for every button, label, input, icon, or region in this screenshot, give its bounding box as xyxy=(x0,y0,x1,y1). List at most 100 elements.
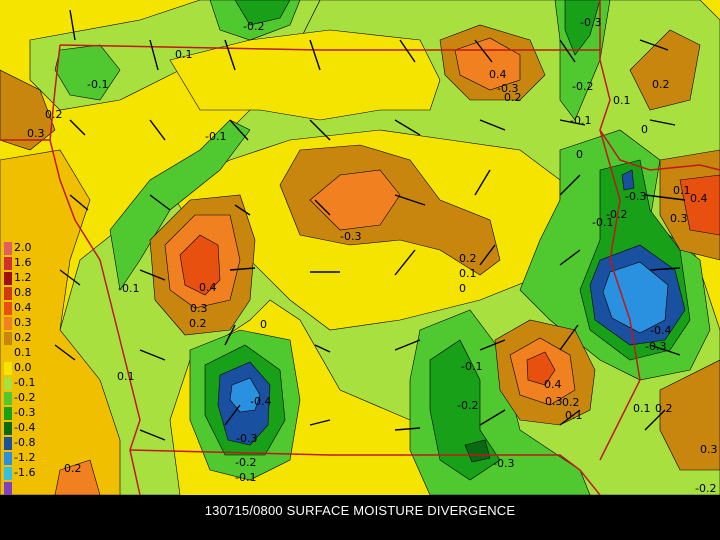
legend-label: -0.2 xyxy=(14,391,36,404)
legend-label: -1.6 xyxy=(14,466,36,479)
legend-row: 0.1 xyxy=(0,346,44,360)
blue-north-east xyxy=(621,169,635,191)
contour-label: -0.2 xyxy=(695,482,716,495)
contour-label: 0.4 xyxy=(690,192,708,205)
legend-swatch xyxy=(4,362,12,375)
legend-swatch xyxy=(4,287,12,300)
contour-label: -0.1 xyxy=(235,471,256,484)
high-south-core xyxy=(526,351,556,386)
contour-label: 0.4 xyxy=(199,281,217,294)
contour-label: -0.3 xyxy=(493,457,514,470)
contour-label: -0.3 xyxy=(497,82,518,95)
legend-swatch xyxy=(4,437,12,450)
green-diagonal-west xyxy=(109,119,251,291)
high-northeast xyxy=(629,29,701,111)
contour-label: -0.1 xyxy=(461,360,482,373)
contour-label: 0.3 xyxy=(670,212,688,225)
wind-barbs xyxy=(54,9,686,441)
legend-label: -0.8 xyxy=(14,436,36,449)
legend-row: 0.0 xyxy=(0,361,44,375)
legend-label: 0.8 xyxy=(14,286,32,299)
contour-label: 0.3 xyxy=(700,443,718,456)
contour-labels: -0.20.1-0.10.20.3 -0.10.4-0.30.2-0.2-0.30… xyxy=(27,16,718,495)
contour-label: -0.2 xyxy=(572,80,593,93)
yellow-west xyxy=(0,149,121,495)
contour-label: -0.4 xyxy=(250,395,271,408)
legend-swatch xyxy=(4,467,12,480)
contour-label: 0.2 xyxy=(189,317,207,330)
legend-label: 0.3 xyxy=(14,316,32,329)
contour-label: -0.3 xyxy=(625,190,646,203)
contour-label: 0.4 xyxy=(489,68,507,81)
legend-swatch xyxy=(4,482,12,495)
yellow-north xyxy=(169,29,441,121)
legend-label: 0.0 xyxy=(14,361,32,374)
legend-label: 0.1 xyxy=(14,346,32,359)
legend-label: 1.2 xyxy=(14,271,32,284)
legend-label: 0.2 xyxy=(14,331,32,344)
legend-row: -0.8 xyxy=(0,436,44,450)
contour-label: 0.2 xyxy=(64,462,82,475)
high-central-core xyxy=(309,169,401,231)
legend-row: -1.2 xyxy=(0,451,44,465)
legend-row: 0.3 xyxy=(0,316,44,330)
legend-swatch xyxy=(4,332,12,345)
legend-row: 1.6 xyxy=(0,256,44,270)
legend-row: 1.2 xyxy=(0,271,44,285)
contour-label: 0.2 xyxy=(45,108,63,121)
contour-label: -0.1 xyxy=(592,216,613,229)
contour-label: 0 xyxy=(576,148,583,161)
legend-swatch xyxy=(4,317,12,330)
contour-label: 0.2 xyxy=(655,402,673,415)
contour-label: 0.1 xyxy=(175,48,193,61)
legend-label: 2.0 xyxy=(14,241,32,254)
legend-label: -0.3 xyxy=(14,406,36,419)
green-northwest-blob xyxy=(54,44,121,101)
legend-swatch xyxy=(4,302,12,315)
legend-label: 1.6 xyxy=(14,256,32,269)
contour-label: 0.1 xyxy=(565,409,583,422)
contour-label: 0.1 xyxy=(613,94,631,107)
legend-label: 0.4 xyxy=(14,301,32,314)
color-legend: 2.0 1.6 1.2 0.8 0.4 0.3 0.2 0.1 0.0 -0.1 -0.2 -0.3 -… xyxy=(0,241,44,512)
legend-label: -1.2 xyxy=(14,451,36,464)
contour-label: -0.1 xyxy=(570,114,591,127)
contour-label: -0.2 xyxy=(457,399,478,412)
high-north-core xyxy=(454,37,521,91)
legend-row: -1.6 xyxy=(0,466,44,480)
contour-label: -0.2 xyxy=(243,20,264,33)
contour-label: -0.3 xyxy=(580,16,601,29)
dark-green-tip xyxy=(464,439,491,463)
contour-label: -0.1 xyxy=(205,130,226,143)
contour-label: -0.2 xyxy=(235,456,256,469)
contour-label: -0.3 xyxy=(645,340,666,353)
legend-row: 0.8 xyxy=(0,286,44,300)
legend-swatch xyxy=(4,257,12,270)
legend-swatch xyxy=(4,392,12,405)
contour-label: 0.3 xyxy=(27,127,45,140)
contour-label: 0.3 xyxy=(545,395,563,408)
legend-label: -0.1 xyxy=(14,376,36,389)
contour-label: 0.2 xyxy=(504,91,522,104)
legend-row: -0.1 xyxy=(0,376,44,390)
legend-row: -0.4 xyxy=(0,421,44,435)
legend-row: 0.2 xyxy=(0,331,44,345)
legend-row: 0.4 xyxy=(0,301,44,315)
dark-green-northeast xyxy=(564,0,601,56)
legend-label: -0.4 xyxy=(14,421,36,434)
contour-label: 0.1 xyxy=(117,370,135,383)
legend-swatch xyxy=(4,242,12,255)
light-blue-core-east xyxy=(602,261,669,334)
high-southwest-tip xyxy=(54,459,101,495)
high-east-core xyxy=(679,174,720,236)
contour-label: 0.2 xyxy=(459,252,477,265)
state-borders xyxy=(0,0,720,495)
high-southeast xyxy=(659,359,720,471)
contour-label: -0.4 xyxy=(650,324,671,337)
contour-label: 0 xyxy=(260,318,267,331)
legend-swatch xyxy=(4,377,12,390)
contour-label: -0.1 xyxy=(87,78,108,91)
contour-map: -0.20.1-0.10.20.3 -0.10.4-0.30.2-0.2-0.30… xyxy=(0,0,720,495)
contour-label: 0.1 xyxy=(633,402,651,415)
